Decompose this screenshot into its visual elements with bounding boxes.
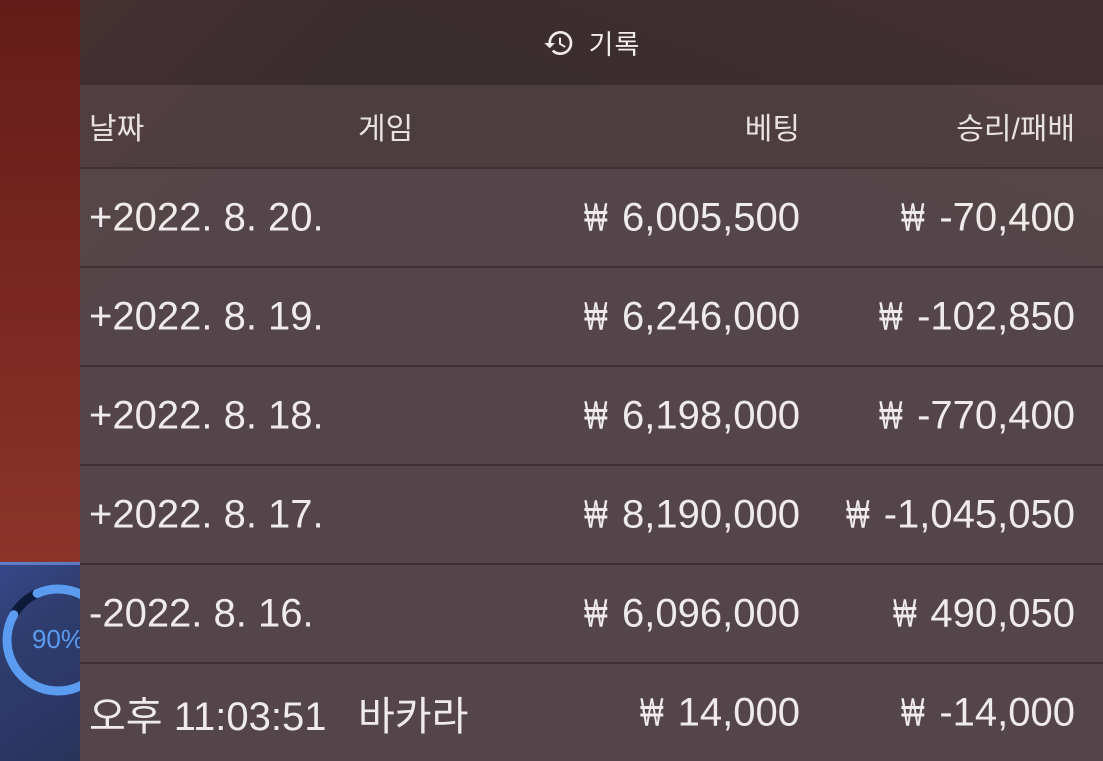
svg-text:90%: 90%	[32, 624, 84, 654]
